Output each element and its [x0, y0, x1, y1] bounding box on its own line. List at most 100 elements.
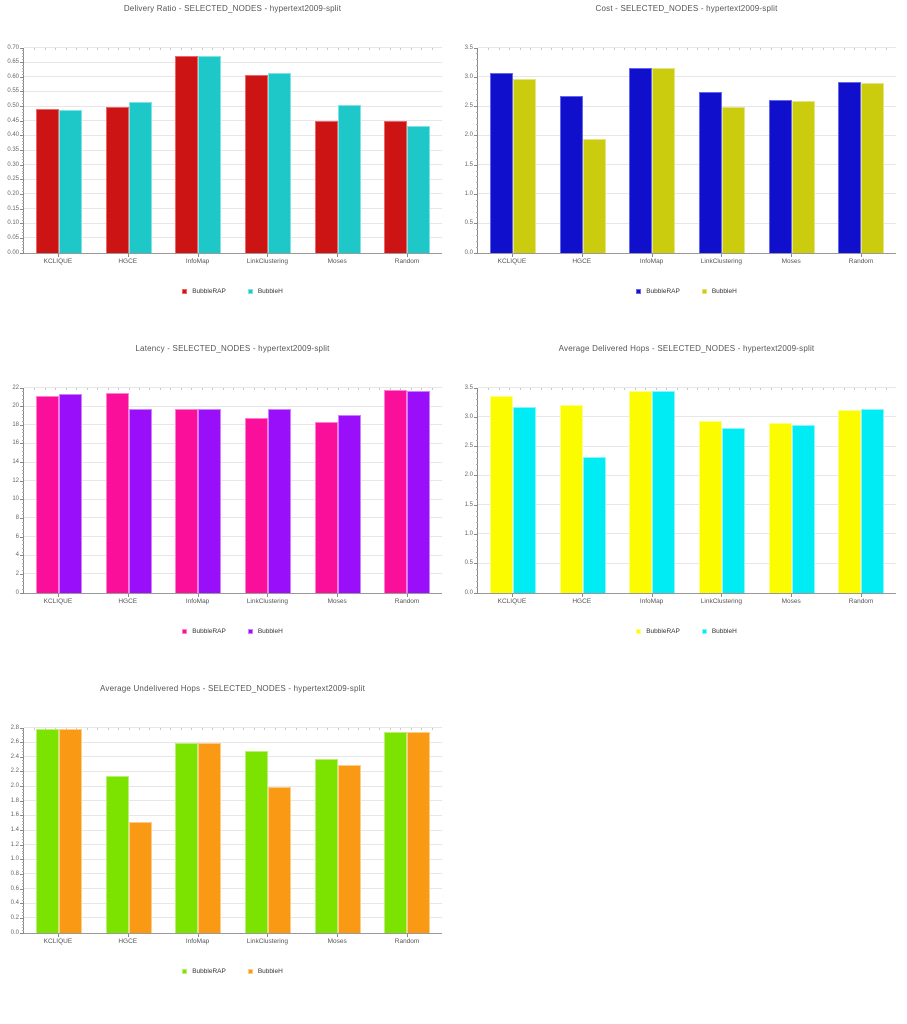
y-tick [20, 120, 24, 122]
top-tick [128, 728, 130, 730]
bar-bubblerap-hgce [559, 405, 583, 593]
y-tick [474, 592, 478, 594]
bar-bubbleh-moses [337, 764, 361, 933]
legend-label: BubbleH [257, 968, 283, 975]
legend-swatch [636, 289, 642, 294]
x-category-label: InfoMap [639, 598, 664, 605]
top-tick [97, 388, 99, 390]
top-tick [655, 388, 657, 390]
bar-group [303, 48, 373, 253]
top-tick [498, 388, 500, 390]
y-minor-tick [476, 217, 478, 219]
y-minor-tick [22, 753, 24, 755]
top-tick [55, 48, 57, 50]
bar-bubblerap-infomap [629, 67, 653, 253]
top-tick [180, 728, 182, 730]
y-minor-tick [22, 824, 24, 826]
top-tick [592, 388, 594, 390]
y-tick-label: 0.00 [7, 249, 19, 256]
y-minor-tick [22, 53, 24, 55]
bar-bubblerap-linkclustering [244, 74, 268, 253]
bar-bubblerap-infomap [175, 743, 199, 933]
y-minor-tick [22, 155, 24, 157]
legend-item: BubbleRAP [182, 628, 226, 635]
y-tick [20, 873, 24, 875]
bar-group [163, 728, 233, 933]
y-tick-label: 0.45 [7, 117, 19, 124]
top-tick [739, 388, 741, 390]
y-minor-tick [22, 914, 24, 916]
top-tick [488, 388, 490, 390]
y-minor-tick [22, 88, 24, 90]
top-tick [253, 48, 255, 50]
y-tick-label: 1.4 [10, 827, 19, 833]
gridline [478, 134, 896, 136]
y-tick-label: 0.6 [10, 885, 19, 892]
top-tick [327, 48, 329, 50]
top-tick [159, 388, 161, 390]
y-tick [20, 424, 24, 426]
top-tick [191, 728, 193, 730]
y-minor-tick [22, 196, 24, 198]
bar-bubbleh-hgce [128, 821, 152, 933]
y-minor-tick [22, 117, 24, 119]
top-tick [624, 388, 626, 390]
gridline [24, 76, 442, 78]
y-minor-tick [22, 469, 24, 471]
y-minor-tick [476, 545, 478, 547]
y-minor-tick [22, 103, 24, 105]
top-tick [337, 388, 339, 390]
x-axis-labels: KCLIQUE HGCE InfoMap LinkClustering Moses Ran… [477, 258, 896, 265]
x-tick [197, 934, 199, 937]
top-tick [833, 48, 835, 50]
y-minor-tick [22, 929, 24, 931]
top-tick [65, 388, 67, 390]
top-tick [400, 728, 402, 730]
top-tick [728, 388, 730, 390]
y-minor-tick [22, 570, 24, 572]
y-tick-label: 0.20 [7, 190, 19, 197]
top-tick [264, 48, 266, 50]
bar-group [163, 388, 233, 593]
top-tick [65, 728, 67, 730]
y-tick [474, 164, 478, 166]
gridline [24, 61, 442, 63]
bar-bubblerap-hgce [105, 392, 129, 593]
y-minor-tick [476, 434, 478, 436]
y-tick [474, 563, 478, 565]
y-minor-tick [22, 147, 24, 149]
y-minor-tick [476, 240, 478, 242]
gridline [478, 387, 896, 388]
y-tick-label: 1.0 [10, 856, 19, 863]
y-tick-label: 8 [15, 514, 19, 521]
top-tick [645, 388, 647, 390]
top-tick [368, 388, 370, 390]
y-tick-label: 2.8 [10, 724, 19, 731]
top-tick [44, 48, 46, 50]
chart-cost: Cost - SELECTED_NODES - hypertext2009-sp… [454, 0, 907, 340]
bar-bubbleh-kclique [58, 393, 82, 593]
y-minor-tick [22, 226, 24, 228]
x-tick [582, 254, 583, 257]
chart-average-delivered-hops: Average Delivered Hops - SELECTED_NODES … [454, 340, 907, 680]
top-tick [854, 48, 856, 50]
y-minor-tick [22, 56, 24, 58]
y-minor-tick [22, 920, 24, 922]
y-minor-tick [22, 777, 24, 779]
bar-bubblerap-hgce [559, 96, 583, 253]
y-minor-tick [22, 488, 24, 490]
y-minor-tick [22, 428, 24, 430]
y-tick-label: 1.6 [10, 812, 19, 819]
y-tick [474, 416, 478, 418]
top-tick [551, 388, 553, 390]
y-minor-tick [22, 532, 24, 534]
y-minor-tick [22, 50, 24, 52]
legend-item: BubbleRAP [636, 628, 680, 635]
y-tick-label: 2.4 [10, 753, 19, 760]
x-tick [651, 254, 653, 257]
top-tick [55, 728, 57, 730]
top-tick [86, 388, 88, 390]
y-minor-tick [22, 547, 24, 549]
top-tick [509, 48, 511, 50]
gridline [478, 222, 896, 224]
